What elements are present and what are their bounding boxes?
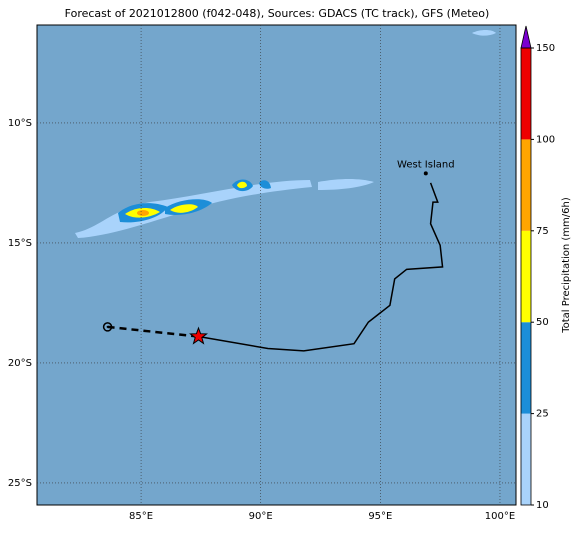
observed-track — [198, 182, 444, 352]
forecast-end-dot — [106, 325, 109, 328]
x-tick-label: 90°E — [249, 511, 273, 522]
title: Forecast of 2021012800 (f042-048), Sourc… — [65, 7, 490, 20]
colorbar-segment — [521, 48, 531, 140]
place-label: West Island — [397, 159, 455, 170]
y-tick-label: 20°S — [8, 358, 32, 369]
colorbar-tick-label: 100 — [536, 134, 555, 145]
y-tick-label: 15°S — [8, 238, 32, 249]
colorbar-tick-label: 75 — [536, 226, 549, 237]
colorbar-segment — [521, 322, 531, 414]
forecast-track — [107, 325, 199, 338]
colorbar-frame — [520, 47, 532, 506]
colorbar-tick-label: 25 — [536, 409, 549, 420]
colorbar-segment — [521, 413, 531, 505]
x-tick-label: 100°E — [485, 511, 515, 522]
colorbar-label: Total Precipitation (mm/6h) — [561, 197, 572, 334]
current-position — [189, 326, 208, 345]
colorbar-tick-label: 10 — [536, 500, 549, 511]
x-tick-label: 85°E — [129, 511, 153, 522]
colorbar-segment — [521, 139, 531, 231]
forecast-end — [102, 322, 113, 332]
colorbar-tick-label: 50 — [536, 317, 549, 328]
x-tick-label: 95°E — [368, 511, 392, 522]
y-tick-label: 10°S — [8, 118, 32, 129]
place-marker — [423, 171, 428, 176]
y-tick-label: 25°S — [8, 478, 32, 489]
colorbar-segment — [521, 230, 531, 323]
precipitation — [75, 30, 496, 238]
ocean — [36, 24, 517, 506]
colorbar-tick-label: 150 — [536, 43, 555, 54]
colorbar-extend — [520, 25, 532, 49]
